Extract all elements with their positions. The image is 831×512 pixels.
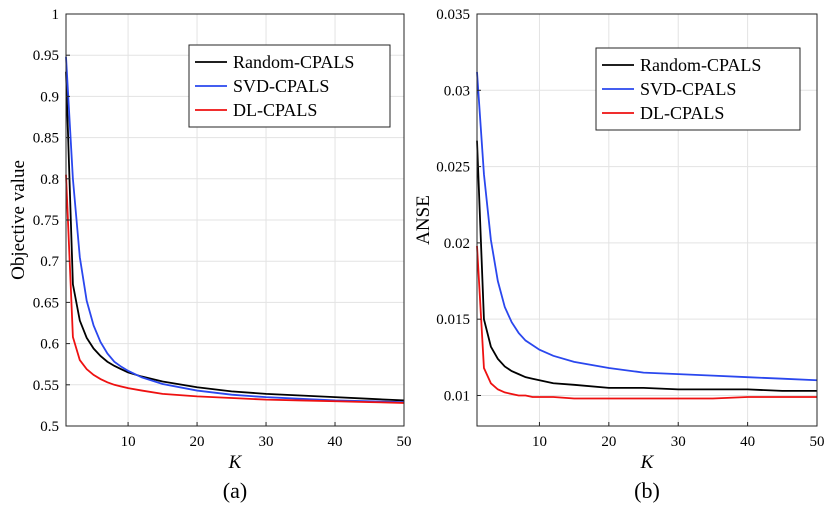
x-axis-label-a: K — [228, 452, 243, 473]
y-axis-label-b: ANSE — [413, 195, 434, 245]
y-tick-label: 0.65 — [33, 295, 59, 311]
series-line-svd-cpals — [476, 71, 818, 382]
y-tick-label: 1 — [52, 7, 60, 23]
y-tick-label: 0.03 — [444, 83, 470, 99]
legend-a: Random-CPALS SVD-CPALS DL-CPALS — [188, 44, 391, 128]
x-tick-label: 50 — [397, 434, 412, 450]
series-line-dl-cpals — [476, 245, 817, 400]
series-line-svd-cpals — [65, 56, 405, 403]
legend-label-random-cpals: Random-CPALS — [233, 52, 354, 72]
y-axis-label-a: Objective value — [8, 160, 29, 280]
x-tick-label: 50 — [810, 434, 825, 450]
y-tick-label: 0.025 — [436, 160, 470, 176]
x-tick-label: 10 — [121, 434, 136, 450]
x-tick-label: 30 — [259, 434, 274, 450]
y-tick-label: 0.01 — [444, 388, 470, 404]
y-tick-label: 0.8 — [40, 172, 59, 188]
y-tick-label: 0.9 — [40, 89, 59, 105]
y-tick-label: 0.015 — [436, 312, 470, 328]
y-tick-label: 0.75 — [33, 213, 59, 229]
x-tick-label: 40 — [328, 434, 343, 450]
caption-a: (a) — [223, 478, 247, 503]
ticks-b: 10 20 30 40 50 0.01 0.015 0.02 0.025 0.03 0.035 — [436, 7, 824, 450]
legend-label-svd-cpals: SVD-CPALS — [233, 76, 329, 96]
y-tick-label: 0.035 — [436, 7, 470, 23]
legend-label-dl-cpals: DL-CPALS — [640, 103, 724, 123]
series-line-random-cpals — [476, 140, 817, 392]
x-axis-label-b: K — [640, 452, 655, 473]
x-tick-label: 10 — [532, 434, 547, 450]
x-tick-label: 40 — [740, 434, 755, 450]
y-tick-label: 0.95 — [33, 48, 59, 64]
legend-label-svd-cpals: SVD-CPALS — [640, 79, 736, 99]
y-tick-label: 0.7 — [40, 254, 59, 270]
legend-label-random-cpals: Random-CPALS — [640, 55, 761, 75]
series-line-dl-cpals — [65, 174, 405, 404]
chart-panel-b: 10 20 30 40 50 0.01 0.015 0.02 0.025 0.03 0.035 Ra… — [413, 7, 825, 503]
ticks-a: 10 20 30 40 50 0.5 0.55 0.6 0.65 0.7 0.75 0.8 0.85 0.… — [33, 7, 412, 450]
y-tick-label: 0.55 — [33, 378, 59, 394]
x-tick-label: 30 — [671, 434, 686, 450]
y-tick-label: 0.5 — [40, 419, 59, 435]
series-layer-a — [65, 56, 405, 404]
series-layer-b — [476, 71, 818, 400]
x-tick-label: 20 — [190, 434, 205, 450]
x-tick-label: 20 — [601, 434, 616, 450]
legend-b: Random-CPALS SVD-CPALS DL-CPALS — [595, 47, 801, 131]
series-line-random-cpals — [65, 71, 405, 402]
y-tick-label: 0.85 — [33, 131, 59, 147]
chart-panel-a: 10 20 30 40 50 0.5 0.55 0.6 0.65 0.7 0.75 0.8 0.85 0.… — [8, 7, 412, 503]
legend-label-dl-cpals: DL-CPALS — [233, 100, 317, 120]
y-tick-label: 0.02 — [444, 236, 470, 252]
y-tick-label: 0.6 — [40, 337, 59, 353]
plot-frame-b — [476, 13, 818, 427]
caption-b: (b) — [634, 478, 660, 503]
